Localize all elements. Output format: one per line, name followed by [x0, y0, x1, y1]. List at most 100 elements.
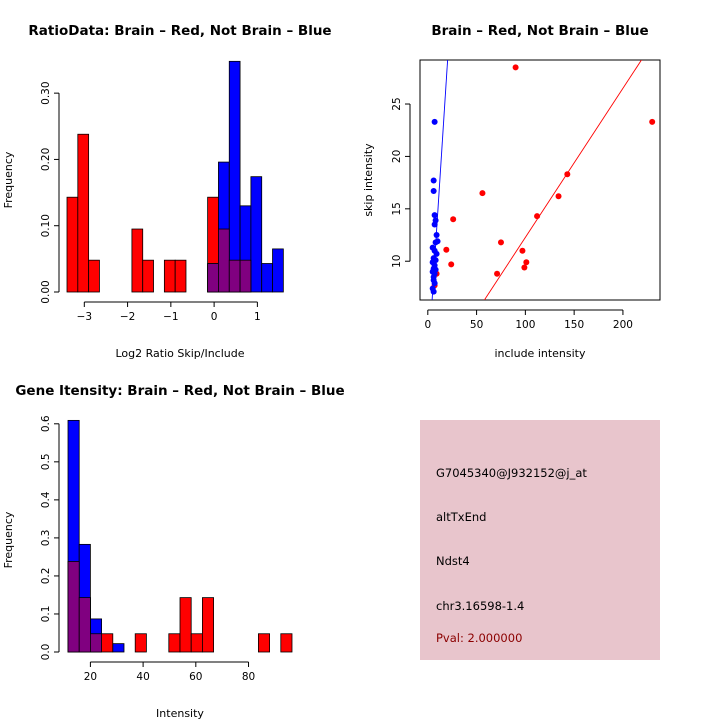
brain-point	[555, 193, 562, 200]
location-text: chr3.16598-1.4	[436, 599, 524, 613]
x-tick-label: 20	[84, 671, 97, 683]
y-tick-label: 0.6	[40, 415, 52, 432]
not-brain-point	[430, 177, 437, 184]
overlap-bar	[90, 633, 103, 653]
intensity-scatter-axes: 0 50 100 150 200 10 15 20 25	[391, 97, 633, 331]
intensity-scatter-xlabel: include intensity	[494, 347, 586, 360]
overlap-bar	[78, 597, 91, 653]
not-brain-bar	[228, 60, 241, 293]
y-tick-label: 0.0	[40, 644, 52, 661]
brain-bar	[174, 259, 187, 293]
brain-bar	[131, 228, 144, 293]
brain-bar	[134, 633, 147, 653]
gene-intensity-histogram-xlabel: Intensity	[156, 707, 204, 720]
overlap-bar	[207, 263, 219, 293]
intensity-scatter-ylabel: skip intensity	[362, 143, 375, 217]
y-tick-label: 0.2	[40, 568, 52, 585]
brain-point	[479, 190, 486, 197]
brain-bar	[66, 196, 79, 293]
y-tick-label: 0.30	[40, 81, 52, 104]
x-tick-label: 50	[470, 319, 483, 331]
not-brain-point	[431, 280, 438, 287]
x-tick-label: 150	[564, 319, 584, 331]
y-tick-label: 0.1	[40, 606, 52, 623]
x-tick-label: −2	[120, 311, 135, 323]
brain-bar	[201, 597, 214, 653]
x-tick-label: 200	[613, 319, 633, 331]
x-tick-label: 100	[515, 319, 535, 331]
y-tick-label: 0.20	[40, 148, 52, 171]
event-type-text: altTxEnd	[436, 510, 486, 524]
ratio-histogram-axes: −3 −2 −1 0 1 0.00 0.10 0.20 0.30	[40, 81, 261, 323]
info-panel: G7045340@J932152@j_at altTxEnd Ndst4 chr…	[420, 420, 660, 660]
brain-point	[649, 118, 656, 125]
brain-bar	[280, 633, 293, 653]
brain-point	[523, 259, 530, 266]
intensity-scatter-panel: Brain – Red, Not Brain – Blue 0 50 100 150 2…	[362, 23, 661, 360]
gene-intensity-histogram-panel: Gene Itensity: Brain – Red, Not Brain – …	[2, 383, 345, 720]
ratio-histogram-xlabel: Log2 Ratio Skip/Include	[115, 347, 244, 360]
brain-bar	[168, 633, 181, 653]
brain-point	[497, 239, 504, 246]
not-brain-bar	[250, 176, 263, 293]
y-tick-label: 10	[391, 255, 403, 268]
ratio-histogram-ylabel: Frequency	[2, 151, 15, 208]
ratio-histogram-bars	[66, 60, 284, 293]
y-tick-label: 0.3	[40, 530, 52, 547]
y-tick-label: 15	[391, 202, 403, 215]
not-brain-point	[431, 221, 438, 228]
y-tick-label: 0.00	[40, 280, 52, 303]
brain-point	[512, 64, 519, 71]
not-brain-point	[433, 250, 440, 257]
overlap-bar	[228, 259, 241, 293]
ratio-histogram-title: RatioData: Brain – Red, Not Brain – Blue	[28, 23, 331, 39]
not-brain-bar	[272, 248, 284, 293]
not-brain-point	[431, 212, 438, 219]
brain-bar	[142, 259, 154, 293]
brain-point	[564, 171, 571, 178]
gene-intensity-histogram-axes: 20 40 60 80 0.0 0.1 0.2 0.3 0.4 0.5 0.6	[40, 415, 255, 683]
overlap-bar	[67, 561, 80, 653]
x-tick-label: 0	[424, 319, 431, 331]
info-panel-background	[420, 420, 660, 660]
intensity-scatter-box	[419, 59, 661, 301]
x-tick-label: 80	[242, 671, 255, 683]
x-tick-label: 40	[136, 671, 149, 683]
brain-bar	[77, 133, 90, 293]
y-tick-label: 0.10	[40, 214, 52, 237]
overlap-bar	[239, 259, 252, 293]
brain-bar	[257, 633, 270, 653]
not-brain-bar	[261, 263, 273, 293]
brain-bar	[88, 259, 100, 293]
intensity-scatter-title: Brain – Red, Not Brain – Blue	[431, 23, 648, 39]
x-tick-label: −1	[163, 311, 178, 323]
not-brain-point	[434, 238, 441, 245]
gene-intensity-histogram-bars	[67, 419, 293, 653]
gene-intensity-histogram-title: Gene Itensity: Brain – Red, Not Brain – …	[15, 383, 344, 399]
probe-id-text: G7045340@J932152@j_at	[436, 466, 587, 480]
brain-point	[494, 270, 501, 277]
pval-text: Pval: 2.000000	[436, 631, 522, 645]
brain-point	[450, 216, 457, 223]
gene-intensity-histogram-ylabel: Frequency	[2, 511, 15, 568]
y-tick-label: 0.5	[40, 453, 52, 470]
x-tick-label: 0	[211, 311, 218, 323]
not-brain-point	[430, 288, 437, 295]
ratio-histogram-panel: RatioData: Brain – Red, Not Brain – Blue…	[2, 23, 332, 360]
brain-point	[443, 246, 450, 253]
y-tick-label: 20	[391, 150, 403, 163]
brain-point	[448, 261, 455, 268]
brain-bar	[190, 633, 203, 653]
x-tick-label: 1	[254, 311, 261, 323]
not-brain-point	[433, 232, 440, 239]
not-brain-bar	[112, 643, 125, 653]
y-tick-label: 0.4	[40, 491, 52, 508]
brain-bar	[101, 633, 114, 653]
overlap-bar	[218, 228, 230, 293]
not-brain-point	[431, 118, 438, 125]
brain-fit-line	[484, 60, 642, 300]
brain-bar	[179, 597, 192, 653]
not-brain-point	[430, 188, 437, 195]
x-tick-label: −3	[77, 311, 92, 323]
